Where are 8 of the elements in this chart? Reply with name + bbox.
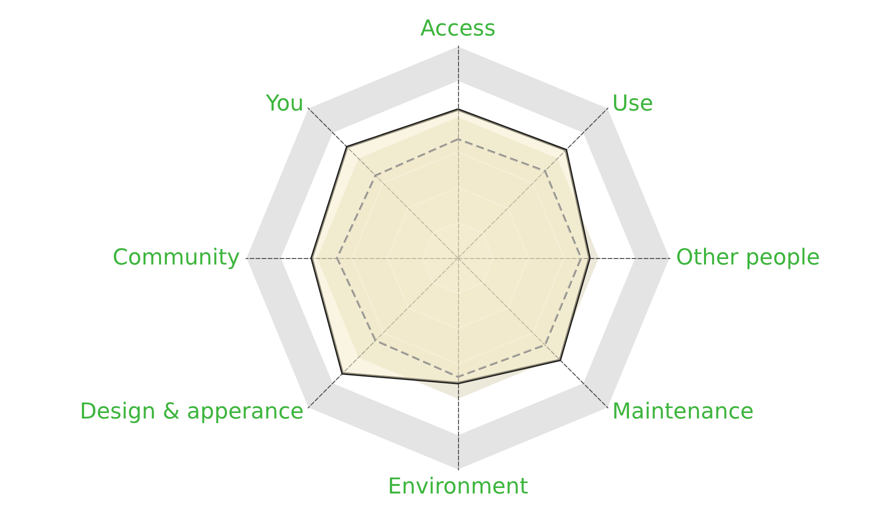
spoke-label: Access (420, 16, 496, 42)
spoke-label: Other people (676, 246, 820, 270)
spoke-label: Maintenance (612, 400, 754, 425)
spoke-label: You (264, 91, 304, 116)
spoke-label: Use (612, 91, 654, 116)
spoke-label: Community (112, 246, 240, 270)
spoke-label: Environment (388, 474, 529, 500)
spoke-label: Design & apperance (80, 400, 304, 425)
